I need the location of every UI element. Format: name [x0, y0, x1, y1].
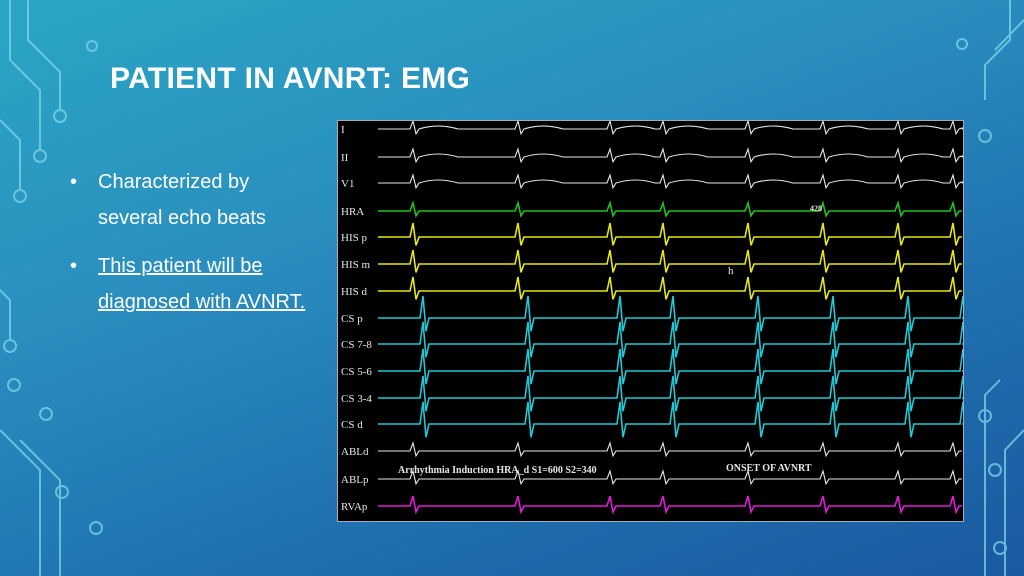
egm-trace: [378, 441, 962, 458]
egm-trace: [378, 469, 962, 486]
bullet-dot-icon: •: [70, 255, 78, 277]
bullet-item: • Characterized by several echo beats: [66, 164, 316, 236]
egm-trace: [378, 401, 963, 438]
egm-trace: [378, 375, 963, 412]
annotation-onset: ONSET OF AVNRT: [726, 463, 812, 474]
bullet-link-text[interactable]: This patient will be diagnosed with AVNR…: [98, 255, 306, 313]
egm-trace: [378, 121, 963, 136]
egm-trace: [378, 348, 963, 385]
lead-label: HIS p: [341, 232, 367, 244]
slide-title: PATIENT IN AVNRT: EMG: [110, 62, 471, 95]
lead-label: CS 5-6: [341, 366, 372, 378]
annotation-induction: Arrhythmia Induction HRA_d S1=600 S2=340: [398, 465, 597, 476]
egm-trace: [378, 321, 963, 358]
lead-label: II: [341, 152, 349, 164]
lead-label: RVAp: [341, 501, 368, 513]
lead-label: HIS m: [341, 259, 370, 271]
lead-label: V1: [341, 178, 354, 190]
lead-label: CS d: [341, 419, 363, 431]
egm-trace: [378, 495, 962, 515]
lead-label: HIS d: [341, 286, 367, 298]
egm-trace: [378, 200, 962, 218]
marker-label: h: [728, 265, 734, 277]
lead-label: CS 7-8: [341, 339, 372, 351]
egm-trace: [378, 249, 962, 273]
egm-trace: [378, 276, 962, 300]
lead-label: ABLp: [341, 474, 369, 486]
lead-label: ABLd: [341, 446, 369, 458]
egm-trace: [378, 295, 963, 332]
lead-label: I: [341, 124, 345, 136]
bullet-dot-icon: •: [70, 171, 78, 193]
egm-trace: [378, 147, 963, 164]
bullet-item-link[interactable]: • This patient will be diagnosed with AV…: [66, 248, 316, 320]
bullet-text: Characterized by several echo beats: [98, 171, 266, 229]
lead-label: CS p: [341, 313, 363, 325]
egm-trace: [378, 222, 962, 246]
lead-label: CS 3-4: [341, 393, 372, 405]
egm-trace: [378, 173, 963, 190]
egm-tracing-image: I II V1 HRA HIS p HIS m HIS d CS p CS 7-8 CS 5-6 C…: [337, 120, 964, 522]
bullet-list: • Characterized by several echo beats • …: [66, 164, 316, 332]
interval-label: 428: [810, 204, 822, 213]
lead-label: HRA: [341, 206, 364, 218]
